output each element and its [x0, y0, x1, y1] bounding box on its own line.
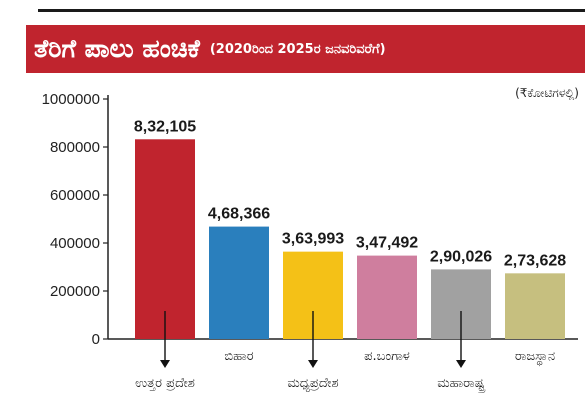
title-banner: ತೆರಿಗೆ ಪಾಲು ಹಂಚಿಕೆ (2020ರಿಂದ 2025ರ ಜನವರಿ… [26, 25, 585, 73]
bar [135, 139, 195, 339]
category-label: ಉತ್ತರ ಪ್ರದೇಶ [135, 376, 195, 391]
unit-label: (₹ಕೋಟಿಗಳಲ್ಲಿ) [515, 86, 579, 100]
y-tick-label: 1000000 [42, 91, 100, 108]
bar [209, 226, 269, 339]
y-tick-label: 600000 [50, 187, 100, 204]
bar [357, 255, 417, 339]
bar-value-label: 2,73,628 [504, 252, 566, 269]
category-label: ಪ.ಬಂಗಾಳ [364, 349, 410, 364]
y-tick-label: 400000 [50, 235, 100, 252]
bar-value-label: 4,68,366 [208, 206, 270, 223]
arrow-head [160, 360, 170, 368]
category-label: ಮಹಾರಾಷ್ಟ್ರ [437, 376, 486, 393]
y-tick-label: 800000 [50, 139, 100, 156]
category-label: ರಾಜಸ್ಥಾನ [515, 349, 555, 366]
top-rule [38, 9, 585, 12]
arrow-head [456, 360, 466, 368]
y-tick-label: 0 [92, 331, 100, 348]
chart-title: ತೆರಿಗೆ ಪಾಲು ಹಂಚಿಕೆ [34, 34, 200, 63]
arrow-head [308, 360, 318, 368]
chart-subtitle: (2020ರಿಂದ 2025ರ ಜನವರಿವರೆಗೆ) [209, 41, 386, 57]
bar-value-label: 8,32,105 [134, 118, 196, 135]
bar-value-label: 3,47,492 [356, 235, 418, 252]
bar-value-label: 3,63,993 [282, 231, 344, 248]
category-label: ಬಿಹಾರ [224, 349, 253, 364]
y-tick-label: 200000 [50, 283, 100, 300]
bar [505, 273, 565, 339]
category-label: ಮಧ್ಯಪ್ರದೇಶ [287, 376, 338, 392]
bar-value-label: 2,90,026 [430, 248, 492, 265]
